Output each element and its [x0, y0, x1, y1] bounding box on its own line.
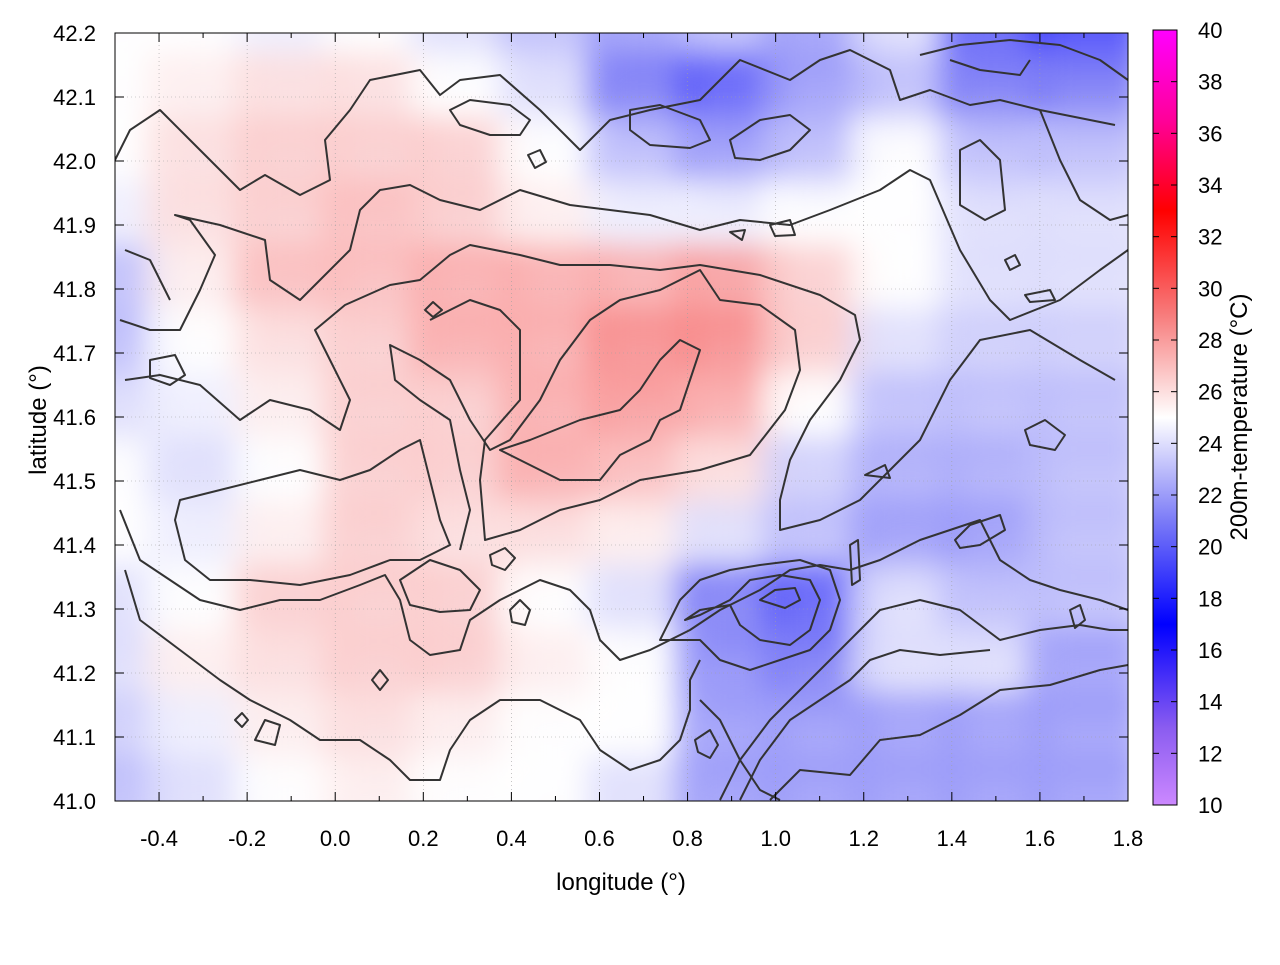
colorbar-tick-label: 32 — [1198, 225, 1222, 250]
colorbar-tick-label: 16 — [1198, 638, 1222, 663]
contour-line — [729, 114, 811, 161]
contour-line — [399, 559, 481, 613]
temperature-field-cells — [115, 33, 1128, 801]
colorbar-tick-label: 18 — [1198, 586, 1222, 611]
contour-line — [719, 599, 1128, 801]
contour-line — [769, 664, 1128, 801]
contour-line — [919, 39, 1128, 81]
y-tick-label: 41.0 — [53, 789, 96, 814]
colorbar-tick-label: 14 — [1198, 690, 1222, 715]
colorbar-tick-label: 36 — [1198, 121, 1222, 146]
y-tick-label: 42.2 — [53, 21, 96, 46]
colorbar-tick-label: 26 — [1198, 380, 1222, 405]
x-tick-label: 0.0 — [320, 826, 351, 851]
contour-line — [1039, 109, 1128, 221]
colorbar-gradient — [1152, 29, 1178, 806]
colorbar-tick-label: 28 — [1198, 328, 1222, 353]
y-tick-label: 41.7 — [53, 341, 96, 366]
x-tick-label: 0.8 — [672, 826, 703, 851]
y-tick-label: 41.2 — [53, 661, 96, 686]
contour-line — [254, 719, 281, 746]
contour-line — [694, 729, 719, 759]
y-tick-label: 41.9 — [53, 213, 96, 238]
contour-line — [389, 269, 801, 551]
colorbar-tick-label: 22 — [1198, 483, 1222, 508]
y-tick-label: 41.4 — [53, 533, 96, 558]
colorbar-tick-label: 30 — [1198, 276, 1222, 301]
y-tick-label: 42.0 — [53, 149, 96, 174]
contour-line — [949, 59, 1031, 76]
x-axis-label: longitude (°) — [556, 869, 686, 896]
contour-line — [684, 574, 821, 646]
contour-line — [234, 712, 249, 728]
x-tick-label: 1.4 — [937, 826, 968, 851]
contour-lines — [115, 39, 1128, 801]
contour-line — [499, 339, 701, 481]
contour-line — [659, 559, 841, 671]
contour-line — [954, 514, 1006, 549]
y-tick-label: 41.1 — [53, 725, 96, 750]
contour-line — [149, 354, 186, 386]
colorbar-tick-label: 12 — [1198, 741, 1222, 766]
contour-line — [124, 244, 1116, 531]
contour-line — [124, 569, 701, 781]
contour-line — [729, 229, 746, 241]
contour-line — [489, 547, 516, 571]
y-tick-label: 41.6 — [53, 405, 96, 430]
contour-line — [629, 104, 711, 149]
contour-line — [527, 149, 547, 169]
contour-line — [124, 249, 171, 301]
contour-line — [371, 669, 389, 691]
contour-line — [769, 219, 796, 237]
x-tick-label: 1.8 — [1113, 826, 1144, 851]
x-tick-label: 1.0 — [760, 826, 791, 851]
y-tick-label: 41.3 — [53, 597, 96, 622]
contour-line — [1024, 419, 1066, 451]
contour-line — [119, 509, 1128, 661]
colorbar-label: 200m-temperature (°C) — [1226, 293, 1253, 540]
contour-line — [1004, 254, 1021, 271]
x-tick-label: 1.6 — [1025, 826, 1056, 851]
x-axis: -0.4 -0.2 0.0 0.2 0.4 0.6 0.8 1.0 1.2 1.4 1.6 1.8 — [140, 33, 1143, 851]
contour-line — [849, 539, 861, 586]
colorbar-tick-label: 20 — [1198, 535, 1222, 560]
contour-line — [739, 649, 991, 801]
contour-line — [119, 169, 1128, 331]
x-tick-label: 0.2 — [408, 826, 439, 851]
temperature-field — [115, 33, 1128, 801]
contour-line — [959, 139, 1006, 221]
colorbar-ticks: 10 12 14 16 18 20 22 24 26 28 30 32 34 36 38 40 — [1153, 18, 1222, 818]
x-tick-label: -0.2 — [228, 826, 266, 851]
contour-line — [424, 301, 443, 318]
y-axis: 41.0 41.1 41.2 41.3 41.4 41.5 41.6 41.7 41.8 41.9… — [53, 21, 1128, 814]
colorbar-tick-label: 40 — [1198, 18, 1222, 43]
colorbar-tick-label: 24 — [1198, 431, 1222, 456]
x-tick-label: 0.6 — [584, 826, 615, 851]
contour-line — [509, 599, 531, 626]
colorbar: 10 12 14 16 18 20 22 24 26 28 30 32 34 36 38 40 200m-te… — [1152, 18, 1253, 818]
contour-line — [174, 439, 451, 586]
contour-line — [759, 587, 801, 609]
colorbar-tick-label: 34 — [1198, 173, 1222, 198]
contour-line — [1024, 289, 1056, 303]
colorbar-tick-label: 38 — [1198, 70, 1222, 95]
y-axis-label: latitude (°) — [25, 365, 52, 475]
y-tick-label: 42.1 — [53, 85, 96, 110]
field-cell — [1026, 756, 1128, 801]
contour-line — [1069, 604, 1086, 629]
contour-line — [864, 464, 891, 479]
y-tick-label: 41.5 — [53, 469, 96, 494]
x-tick-label: 0.4 — [496, 826, 527, 851]
plot-area: -0.4 -0.2 0.0 0.2 0.4 0.6 0.8 1.0 1.2 1.4 1.6 1.8 4… — [25, 21, 1143, 896]
contour-line — [115, 49, 1116, 196]
x-tick-label: -0.4 — [140, 826, 178, 851]
contour-line — [449, 99, 531, 136]
x-tick-label: 1.2 — [848, 826, 879, 851]
y-tick-label: 41.8 — [53, 277, 96, 302]
colorbar-tick-label: 10 — [1198, 793, 1222, 818]
